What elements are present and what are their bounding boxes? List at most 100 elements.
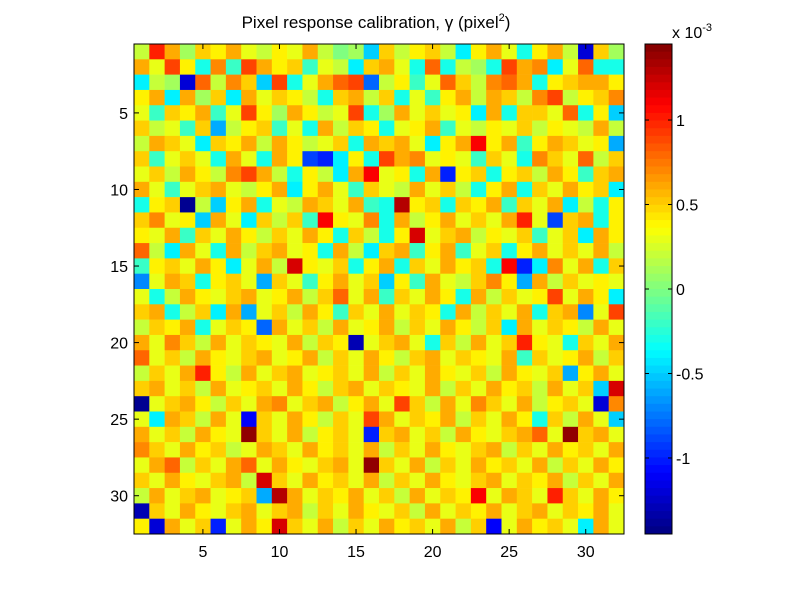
heatmap-cell xyxy=(302,182,318,198)
colorbar-segment xyxy=(645,496,672,504)
colorbar-segment xyxy=(645,519,672,527)
heatmap-cell xyxy=(165,59,181,75)
heatmap-cell xyxy=(272,350,288,366)
heatmap-cell xyxy=(302,151,318,167)
heatmap-cell xyxy=(410,212,426,228)
heatmap-cell xyxy=(563,212,579,228)
heatmap-cell xyxy=(364,473,380,489)
heatmap-cell xyxy=(333,519,349,535)
heatmap-cell xyxy=(211,366,227,382)
heatmap-cell xyxy=(517,44,533,60)
colorbar-segment xyxy=(645,465,672,473)
heatmap-cell xyxy=(211,167,227,183)
heatmap-cell xyxy=(517,366,533,382)
x-tick-label: 30 xyxy=(577,544,595,561)
heatmap-cell xyxy=(318,44,334,60)
heatmap-cell xyxy=(425,167,441,183)
heatmap-cell xyxy=(302,396,318,412)
heatmap-cell xyxy=(517,396,533,412)
heatmap-cell xyxy=(165,136,181,152)
heatmap-cell xyxy=(593,350,609,366)
heatmap-cell xyxy=(609,381,625,397)
heatmap-cell xyxy=(364,381,380,397)
heatmap-cell xyxy=(440,90,456,106)
heatmap-cell xyxy=(578,304,594,320)
heatmap-cell xyxy=(287,212,303,228)
heatmap-cell xyxy=(410,503,426,519)
heatmap-cell xyxy=(272,212,288,228)
heatmap-cell xyxy=(425,136,441,152)
heatmap-cell xyxy=(318,136,334,152)
heatmap-cell xyxy=(410,350,426,366)
heatmap-cell xyxy=(609,289,625,305)
heatmap-cell xyxy=(272,289,288,305)
heatmap-cell xyxy=(165,289,181,305)
heatmap-cell xyxy=(593,366,609,382)
heatmap-cell xyxy=(134,151,150,167)
heatmap-cell xyxy=(134,44,150,60)
heatmap-cell xyxy=(241,243,257,259)
heatmap-cell xyxy=(410,243,426,259)
heatmap-cell xyxy=(425,381,441,397)
heatmap-cell xyxy=(180,320,196,336)
heatmap-cell xyxy=(609,90,625,106)
heatmap-cell xyxy=(149,59,165,75)
heatmap-cell xyxy=(226,182,242,198)
heatmap-cell xyxy=(425,304,441,320)
heatmap-cell xyxy=(563,90,579,106)
colorbar-segment xyxy=(645,258,672,266)
heatmap-cell xyxy=(563,320,579,336)
heatmap-cell xyxy=(486,320,502,336)
heatmap-cell xyxy=(502,274,518,290)
heatmap-cell xyxy=(241,136,257,152)
heatmap-cell xyxy=(318,304,334,320)
heatmap-cell xyxy=(609,503,625,519)
heatmap-cell xyxy=(272,59,288,75)
heatmap-cell xyxy=(379,59,395,75)
heatmap-cell xyxy=(364,151,380,167)
heatmap-cell xyxy=(593,488,609,504)
heatmap-cell xyxy=(547,396,563,412)
colorbar xyxy=(645,44,672,534)
heatmap-cell xyxy=(578,167,594,183)
colorbar-segment xyxy=(645,44,672,52)
heatmap-cell xyxy=(333,212,349,228)
heatmap-cell xyxy=(257,44,273,60)
heatmap-cell xyxy=(609,75,625,91)
heatmap-cell xyxy=(425,503,441,519)
colorbar-segment xyxy=(645,366,672,374)
heatmap-cell xyxy=(471,289,487,305)
heatmap-cell xyxy=(257,488,273,504)
heatmap-cell xyxy=(302,105,318,121)
heatmap-cell xyxy=(257,335,273,351)
colorbar-segment xyxy=(645,128,672,136)
heatmap-cell xyxy=(578,274,594,290)
heatmap-cell xyxy=(165,90,181,106)
heatmap-cell xyxy=(180,381,196,397)
heatmap-cell xyxy=(241,121,257,137)
heatmap-cell xyxy=(578,197,594,213)
heatmap-cell xyxy=(379,381,395,397)
heatmap-cell xyxy=(502,366,518,382)
heatmap-cell xyxy=(425,457,441,473)
heatmap-cell xyxy=(440,503,456,519)
heatmap-cell xyxy=(379,197,395,213)
heatmap-cell xyxy=(547,75,563,91)
heatmap-cell xyxy=(394,90,410,106)
heatmap-cell xyxy=(456,90,472,106)
heatmap-cell xyxy=(456,427,472,443)
heatmap-cell xyxy=(302,304,318,320)
heatmap-cell xyxy=(394,212,410,228)
heatmap-cell xyxy=(333,442,349,458)
heatmap-cell xyxy=(456,228,472,244)
heatmap-cell xyxy=(547,274,563,290)
heatmap-cell xyxy=(410,412,426,428)
heatmap-cell xyxy=(257,167,273,183)
heatmap-cell xyxy=(502,457,518,473)
heatmap-cell xyxy=(287,151,303,167)
heatmap-cell xyxy=(195,197,211,213)
heatmap-cell xyxy=(486,44,502,60)
colorbar-segment xyxy=(645,228,672,236)
heatmap-cell xyxy=(593,182,609,198)
heatmap-cell xyxy=(180,457,196,473)
